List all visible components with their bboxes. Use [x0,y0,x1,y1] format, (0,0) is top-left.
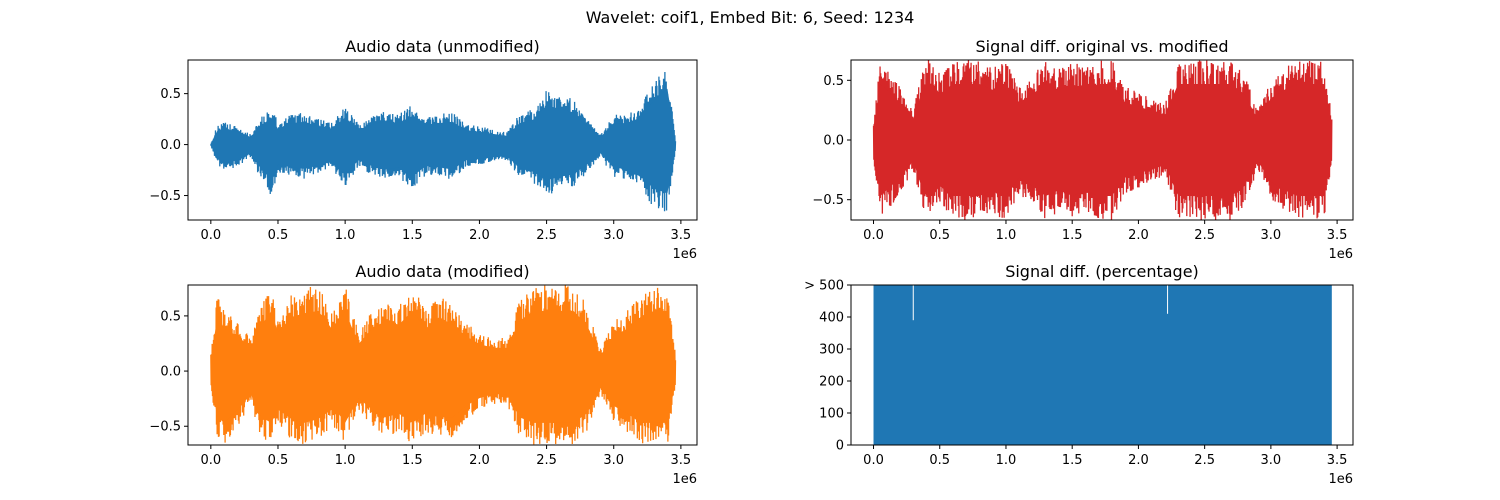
x-tick-label: 0.5 [268,453,289,468]
axes-title: Audio data (modified) [355,262,529,281]
series-density [873,84,1332,196]
x-tick-label: 2.0 [469,453,490,468]
x-tick-label: 3.0 [1261,453,1282,468]
x-tick-label: 1.5 [402,228,423,243]
chart-audio-unmodified: Audio data (unmodified) 0.0 0.5 1.0 1.5 2.0 2.… [149,37,698,262]
chart-signal-diff: Signal diff. original vs. modified 0.0 0.5… [812,37,1354,262]
y-tick-label: 0 [836,439,844,454]
x-tick-label: 0.5 [268,228,289,243]
y-tick-label: 0.0 [823,134,844,149]
x-tick-label: 1.0 [996,453,1017,468]
y-tick-label: > 500 [804,279,844,294]
series-area [873,285,1332,445]
y-tick-label: 0.5 [823,74,844,89]
axes-title: Signal diff. original vs. modified [976,37,1229,56]
x-offset-label: 1e6 [1328,472,1353,487]
y-tick-label: 0.0 [160,365,181,380]
x-tick-label: 0.5 [929,453,950,468]
x-tick-label: 1.0 [996,228,1017,243]
x-tick-label: 3.5 [1327,453,1348,468]
x-tick-label: 2.5 [1194,453,1215,468]
x-tick-label: 3.0 [603,228,624,243]
chart-audio-modified: Audio data (modified) 0.0 0.5 1.0 1.5 2.0 2.5 3… [149,262,698,487]
y-tick-label: 100 [819,407,844,422]
axes-frame [187,284,698,446]
x-tick-label: 3.5 [671,453,692,468]
axes-frame [187,59,698,221]
plot-area [873,285,1332,445]
x-tick-label: 3.0 [1261,228,1282,243]
x-tick-label: 0.0 [200,453,221,468]
y-tick-label: 0.5 [160,87,181,102]
x-tick-label: 0.5 [929,228,950,243]
y-tick-label: 300 [819,343,844,358]
x-tick-label: 3.0 [603,453,624,468]
x-tick-label: 2.0 [469,228,490,243]
x-tick-label: 3.5 [1327,228,1348,243]
x-tick-label: 0.0 [863,453,884,468]
x-offset-label: 1e6 [1328,247,1353,262]
x-tick-label: 0.0 [200,228,221,243]
x-offset-label: 1e6 [672,472,697,487]
chart-signal-diff-percentage: Signal diff. (percentage) 0.0 0.5 1.0 1.5 2.0… [804,262,1354,487]
x-tick-label: 2.5 [536,453,557,468]
axes-frame [850,284,1354,446]
x-tick-label: 1.0 [335,228,356,243]
series-density [210,88,676,194]
axes-title: Signal diff. (percentage) [1005,262,1199,281]
plot-area [210,72,677,212]
x-offset-label: 1e6 [672,247,697,262]
x-tick-label: 1.5 [402,453,423,468]
plot-area [210,285,677,445]
x-tick-label: 1.0 [335,453,356,468]
y-tick-label: 400 [819,311,844,326]
x-tick-label: 3.5 [671,228,692,243]
series-density [210,310,676,423]
x-tick-label: 1.5 [1062,453,1083,468]
x-tick-label: 2.0 [1128,228,1149,243]
x-tick-label: 2.0 [1128,453,1149,468]
figure-title: Wavelet: coif1, Embed Bit: 6, Seed: 1234 [586,8,915,27]
y-tick-label: 200 [819,375,844,390]
x-tick-label: 2.5 [536,228,557,243]
y-tick-label: −0.5 [149,189,181,204]
x-tick-label: 0.0 [863,228,884,243]
x-tick-label: 1.5 [1062,228,1083,243]
plot-area [872,60,1333,220]
y-tick-label: 0.5 [160,309,181,324]
x-tick-label: 2.5 [1194,228,1215,243]
y-tick-label: 0.0 [160,138,181,153]
y-tick-label: −0.5 [812,193,844,208]
y-tick-label: −0.5 [149,420,181,435]
axes-title: Audio data (unmodified) [345,37,540,56]
